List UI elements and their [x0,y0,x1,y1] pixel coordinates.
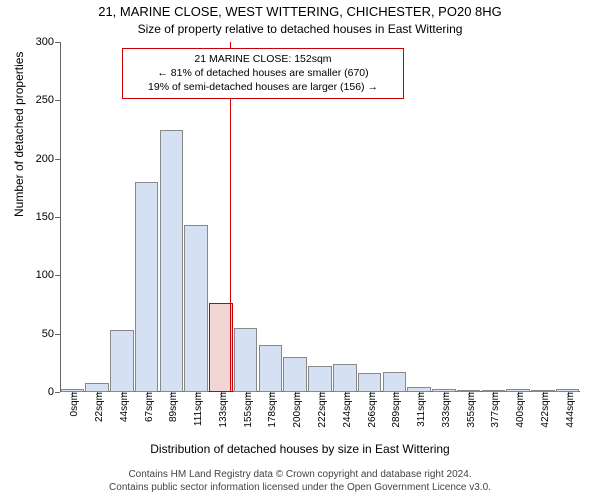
x-tick-label: 178sqm [262,392,278,428]
x-tick-label: 67sqm [139,392,155,422]
x-tick-label: 155sqm [238,392,254,428]
y-tick-label: 0 [48,386,60,398]
histogram-bar [333,364,357,392]
y-tick-label: 250 [36,94,60,106]
histogram-bar [61,389,85,393]
y-tick-label: 300 [36,36,60,48]
histogram-bar [160,130,184,393]
chart-container: 21, MARINE CLOSE, WEST WITTERING, CHICHE… [0,0,600,500]
histogram-bar [135,182,159,392]
x-tick-label: 0sqm [64,392,80,416]
y-tick-label: 150 [36,211,60,223]
histogram-bar [184,225,208,392]
histogram-bar [457,390,481,392]
x-tick-label: 444sqm [560,392,576,428]
footer-line2: Contains public sector information licen… [0,481,600,494]
x-tick-label: 244sqm [337,392,353,428]
x-tick-label: 22sqm [89,392,105,422]
histogram-bar [556,389,580,393]
x-tick-label: 422sqm [535,392,551,428]
chart-title-main: 21, MARINE CLOSE, WEST WITTERING, CHICHE… [0,4,600,19]
callout-box: 21 MARINE CLOSE: 152sqm ← 81% of detache… [122,48,404,99]
footer-line1: Contains HM Land Registry data © Crown c… [0,468,600,481]
x-tick-label: 377sqm [485,392,501,428]
histogram-bar [85,383,109,392]
callout-line1: 21 MARINE CLOSE: 152sqm [131,52,395,66]
x-axis-label: Distribution of detached houses by size … [0,442,600,456]
chart-title-sub: Size of property relative to detached ho… [0,22,600,36]
x-tick-label: 222sqm [312,392,328,428]
y-tick-label: 50 [42,328,60,340]
histogram-bar [234,328,258,392]
x-tick-label: 289sqm [386,392,402,428]
x-tick-label: 200sqm [287,392,303,428]
callout-line3: 19% of semi-detached houses are larger (… [131,80,395,94]
x-tick-label: 400sqm [510,392,526,428]
histogram-bar [259,345,283,392]
footer-attribution: Contains HM Land Registry data © Crown c… [0,468,600,494]
x-tick-label: 311sqm [411,392,427,427]
histogram-bar [383,372,407,392]
histogram-bar [407,387,431,392]
histogram-bar [482,390,506,392]
callout-line2: ← 81% of detached houses are smaller (67… [131,66,395,80]
histogram-bar [110,330,134,392]
x-tick-label: 355sqm [461,392,477,428]
x-tick-label: 266sqm [362,392,378,428]
histogram-bar [432,389,456,393]
y-axis-label: Number of detached properties [12,52,26,217]
y-tick-label: 200 [36,153,60,165]
x-tick-label: 89sqm [163,392,179,422]
histogram-bar [308,366,332,392]
histogram-bar [358,373,382,392]
y-tick-label: 100 [36,269,60,281]
x-tick-label: 44sqm [114,392,130,422]
x-tick-label: 333sqm [436,392,452,428]
histogram-bar [531,390,555,392]
x-tick-label: 111sqm [188,392,204,426]
x-tick-label: 133sqm [213,392,229,428]
histogram-bar [283,357,307,392]
histogram-bar [506,389,530,393]
